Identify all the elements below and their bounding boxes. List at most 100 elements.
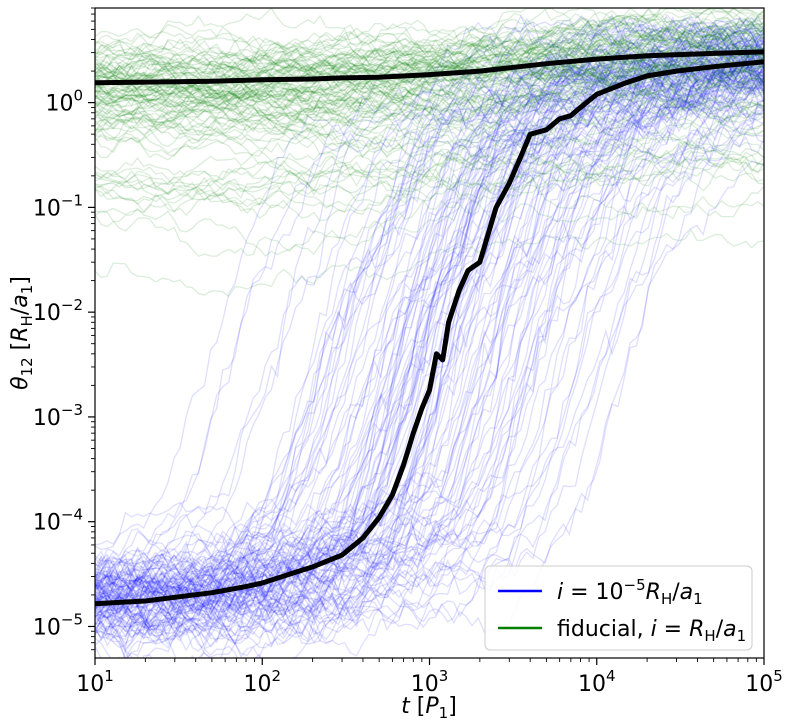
ensemble-line [95, 55, 764, 614]
x-tick-label: 103 [411, 667, 449, 697]
ensemble-line [95, 184, 764, 257]
ensemble-line [95, 83, 764, 134]
ensemble-line [95, 34, 764, 546]
ensemble-line [95, 59, 764, 116]
ensemble-line [95, 59, 764, 113]
legend-box [484, 565, 753, 651]
ensemble-line [95, 37, 764, 645]
ensemble-line [95, 41, 764, 111]
ensemble-line [95, 33, 764, 641]
ensemble-line [95, 20, 764, 608]
ensemble-line [95, 16, 764, 634]
ensemble-line [95, 14, 764, 567]
ensemble-line [95, 74, 764, 149]
ensemble-line [95, 25, 764, 627]
ensemble-line [95, 47, 764, 109]
ensemble-line [95, 58, 764, 590]
ensemble-line [95, 66, 764, 127]
ensemble-line [95, 42, 764, 658]
y-tick-label: 10−4 [33, 506, 83, 536]
ensemble-line [95, 34, 764, 104]
ensemble-line [95, 228, 764, 298]
ensemble-line [95, 19, 764, 551]
ensemble-line [95, 25, 764, 588]
x-axis-label: t [P1] [401, 694, 457, 722]
ensemble-line [95, 46, 764, 112]
ensemble-line [95, 46, 764, 104]
ensemble-line [95, 104, 764, 658]
ensemble-line [95, 131, 764, 208]
ensemble-line [95, 129, 764, 195]
ensemble-line [95, 59, 764, 619]
ensemble-line [95, 41, 764, 106]
ensemble-line [95, 35, 764, 110]
ensemble-line [95, 46, 764, 645]
ensemble-line [95, 64, 764, 588]
ensemble-line [95, 26, 764, 608]
ensemble-line [95, 108, 764, 627]
ensemble-line [95, 72, 764, 620]
ensemble-line [95, 108, 764, 170]
ensemble-line [95, 40, 764, 625]
ensemble-line [95, 96, 764, 161]
ensemble-line [95, 108, 764, 650]
median-line-green [95, 49, 764, 86]
ensemble-line [95, 33, 764, 109]
ensemble-line [95, 24, 764, 101]
ensemble-line [95, 27, 764, 629]
ensemble-line [95, 60, 764, 640]
ensemble-line [95, 47, 764, 649]
ensemble-line [95, 79, 764, 134]
ensemble-line [95, 27, 764, 99]
ensemble-line [95, 48, 764, 609]
ensemble-line [95, 58, 764, 606]
ensemble-line [95, 60, 764, 128]
ensemble-line [95, 8, 764, 70]
y-tick-label: 10−3 [33, 401, 83, 431]
ensemble-line [95, 101, 764, 658]
ensemble-line [95, 24, 764, 606]
ensemble-line [95, 135, 764, 658]
ensemble-line [95, 59, 764, 623]
ensemble-line [95, 52, 764, 623]
ensemble-line [95, 30, 764, 95]
x-tick-label: 102 [243, 667, 281, 697]
ensemble-line [95, 87, 764, 157]
ensemble-line [95, 52, 764, 627]
ensemble-line [95, 101, 764, 157]
ensemble-line [95, 26, 764, 632]
ensemble-line [95, 13, 764, 584]
ensemble-line [95, 73, 764, 612]
ensemble-line [95, 149, 764, 213]
ensemble-line [95, 31, 764, 80]
ensemble-line [95, 16, 764, 589]
ensemble-line [95, 32, 764, 645]
ensemble-line [95, 22, 764, 78]
y-tick-label: 10−2 [33, 296, 83, 326]
ensemble-line [95, 49, 764, 599]
ensemble-line [95, 29, 764, 597]
legend: i = 10−5RH/a1 fiducial, i = RH/a1 [484, 565, 753, 651]
ensemble-line [95, 76, 764, 648]
ensemble-green [95, 8, 764, 298]
ensemble-line [95, 21, 764, 567]
ensemble-line [95, 88, 764, 161]
ensemble-line [95, 8, 764, 73]
ensemble-line [95, 31, 764, 612]
ensemble-line [95, 16, 764, 81]
ensemble-line [95, 93, 764, 658]
ensemble-line [95, 57, 764, 112]
ensemble-line [95, 65, 764, 639]
ensemble-line [95, 138, 764, 184]
ensemble-line [95, 185, 764, 258]
ensemble-line [95, 116, 764, 641]
ensemble-line [95, 69, 764, 633]
ensemble-line [95, 38, 764, 599]
ensemble-line [95, 30, 764, 609]
ensemble-line [95, 96, 764, 165]
median-line-blue [95, 59, 764, 607]
ensemble-line [95, 73, 764, 142]
ensemble-line [95, 13, 764, 573]
ensemble-line [95, 86, 764, 614]
ensemble-line [95, 60, 764, 135]
